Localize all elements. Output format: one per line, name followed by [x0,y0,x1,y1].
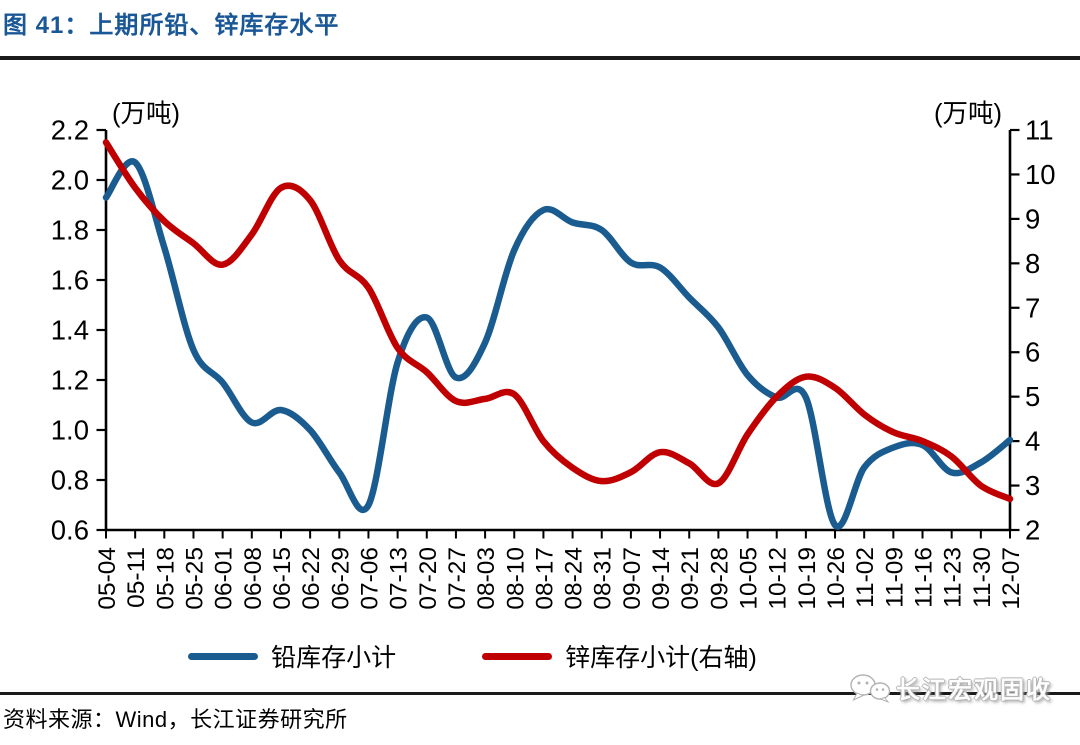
svg-text:5: 5 [1025,381,1040,412]
legend-item-lead: 铅库存小计 [188,638,396,674]
svg-text:05-18: 05-18 [152,547,179,610]
chart-legend: 铅库存小计 锌库存小计(右轴) [0,640,945,672]
svg-text:11-16: 11-16 [911,547,938,608]
svg-text:08-24: 08-24 [561,547,588,610]
brand-watermark: 长江宏观固收 [849,670,1052,705]
svg-text:06-29: 06-29 [327,547,354,610]
figure-title: 图 41：上期所铅、锌库存水平 [3,12,340,39]
zinc-line-swatch [482,652,553,660]
watermark-text: 长江宏观固收 [896,677,1052,704]
svg-text:07-27: 07-27 [444,547,471,610]
y-axis-left: 2.2 2.0 1.8 1.6 1.4 1.2 1.0 0.8 0.6 [51,115,106,546]
footer-divider [0,692,1080,695]
source-note: 资料来源：Wind，长江证券研究所 [3,707,348,732]
svg-text:1.0: 1.0 [51,415,89,446]
svg-text:1.6: 1.6 [51,265,89,296]
svg-text:10-12: 10-12 [765,547,792,610]
svg-text:08-31: 08-31 [590,547,617,610]
svg-text:3: 3 [1025,470,1040,501]
svg-text:06-01: 06-01 [211,547,238,610]
svg-text:0.8: 0.8 [51,465,89,496]
svg-text:4: 4 [1025,426,1040,457]
svg-text:10-19: 10-19 [794,547,821,610]
svg-text:08-17: 08-17 [531,547,558,610]
svg-text:06-22: 06-22 [298,547,325,610]
wechat-icon [850,673,891,703]
svg-text:09-28: 09-28 [706,547,733,610]
legend-label-lead: 铅库存小计 [271,644,397,672]
svg-text:09-21: 09-21 [677,547,704,610]
svg-text:10-05: 10-05 [736,547,763,610]
svg-text:07-06: 07-06 [356,547,383,610]
svg-text:10: 10 [1025,159,1056,190]
x-axis: 05-04 05-11 05-18 05-25 06-01 06-08 06-15 06-22… [94,530,1025,610]
svg-text:2.0: 2.0 [51,165,89,196]
svg-text:09-07: 09-07 [619,547,646,610]
svg-text:06-15: 06-15 [269,547,296,610]
svg-text:1.4: 1.4 [51,315,89,346]
svg-text:0.6: 0.6 [51,515,89,546]
axis-frame [104,130,1012,532]
legend-label-zinc: 锌库存小计(右轴) [565,644,757,672]
svg-text:10-26: 10-26 [823,547,850,610]
svg-text:06-08: 06-08 [240,547,267,610]
zinc-series-line [102,139,1014,503]
y-axis-right: 11 10 9 8 7 6 5 4 3 2 [1010,115,1056,546]
legend-item-zinc: 锌库存小计(右轴) [482,638,757,674]
left-axis-unit: (万吨) [112,100,180,128]
svg-text:1.8: 1.8 [51,215,89,246]
svg-text:05-04: 05-04 [94,547,121,610]
svg-text:11-30: 11-30 [969,547,996,608]
svg-text:05-25: 05-25 [181,547,208,610]
svg-text:09-14: 09-14 [648,547,675,610]
svg-text:12-07: 12-07 [998,547,1025,610]
lead-line-swatch [188,652,259,660]
svg-text:8: 8 [1025,248,1040,279]
lead-series-line [102,158,1014,530]
svg-text:1.2: 1.2 [51,365,89,396]
svg-text:08-10: 08-10 [502,547,529,610]
svg-text:07-13: 07-13 [386,547,413,610]
svg-text:11-02: 11-02 [852,547,879,608]
svg-text:6: 6 [1025,337,1040,368]
svg-text:08-03: 08-03 [473,547,500,610]
svg-text:2.2: 2.2 [51,115,89,146]
svg-text:11-23: 11-23 [940,547,967,608]
svg-text:11-09: 11-09 [881,547,908,608]
right-axis-unit: (万吨) [934,100,1002,128]
svg-text:11: 11 [1025,115,1054,146]
svg-text:7: 7 [1025,292,1040,323]
svg-text:07-20: 07-20 [415,547,442,610]
svg-text:05-11: 05-11 [123,547,150,608]
title-divider [0,56,1080,60]
svg-text:2: 2 [1025,515,1040,546]
svg-text:9: 9 [1025,203,1040,234]
